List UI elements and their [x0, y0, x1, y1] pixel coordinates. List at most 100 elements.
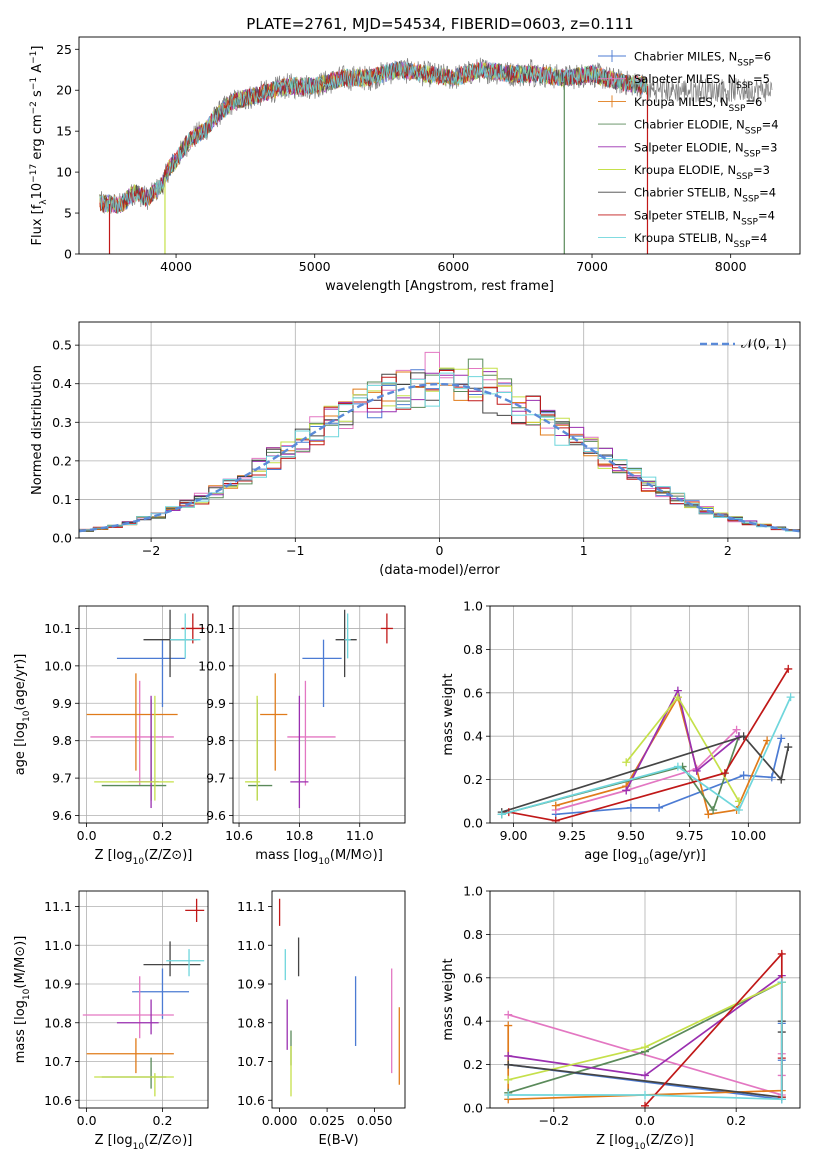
figure-title: PLATE=2761, MJD=54534, FIBERID=0603, z=0… [246, 15, 633, 33]
label-part: SSP [741, 217, 758, 227]
weight-point-kroupa-stelib [777, 1095, 786, 1104]
axes-frame [232, 605, 406, 824]
axes-frame [78, 890, 209, 1109]
label-part: =3 [753, 163, 770, 177]
y-tick-label: 9.9 [52, 696, 72, 711]
label-part: 10 [133, 857, 145, 867]
weight-point-salpeter-stelib [777, 949, 786, 958]
massweight-vs-age-panel: 9.00 9.25 9.50 9.75 10.00 0.0 0.2 0.4 0.6 0.8 1.0 a… [441, 599, 801, 867]
weight-line-salpeter-miles [555, 729, 738, 811]
axes-frame [489, 605, 801, 824]
y-tick-label: 10.1 [198, 621, 226, 636]
histogram-kroupa-stelib [79, 372, 800, 538]
y-tick-label: 0.2 [463, 772, 483, 787]
weight-point-chabrier-miles [626, 803, 635, 812]
label-part: Chabrier STELIB, N [634, 186, 742, 200]
plot-area [278, 898, 400, 1097]
label-part: Chabrier MILES, N [634, 50, 737, 64]
model-spectrum-salpeter-elodie [99, 60, 648, 214]
x-tick-label: 10.6 [225, 828, 253, 843]
y-tick-label: 10.0 [44, 658, 72, 673]
massweight-vs-metallicity-panel: −0.2 0.0 0.2 0.0 0.2 0.4 0.6 0.8 1.0 Z [log10(Z/Z… [441, 884, 801, 1152]
y-tick-label: 25 [56, 42, 72, 57]
y-tick-label: 0 [64, 247, 72, 262]
label-part: (data-model)/error [379, 563, 500, 578]
weight-point-salpeter-elodie [622, 786, 631, 795]
y-tick-label: 10.9 [44, 977, 72, 992]
plot-area [86, 609, 205, 809]
x-tick-label: 10.8 [285, 828, 313, 843]
label-part: mass [ [13, 1020, 28, 1063]
y-axis-label: Normed distribution [30, 365, 45, 495]
y-tick-label: 0.0 [52, 531, 72, 546]
weight-point-chabrier-miles [777, 734, 786, 743]
axes-frame [78, 36, 801, 255]
y-tick-label: 15 [56, 124, 72, 139]
label-part: 10 [634, 1142, 646, 1152]
label-part: 10 [318, 857, 330, 867]
x-tick-label: 0.2 [726, 1113, 746, 1128]
label-part: (M/M⊙)] [13, 936, 28, 989]
weight-line-chabrier-stelib [501, 735, 790, 813]
label-part: (Z/Z⊙)] [646, 1133, 694, 1148]
y-tick-label: 10.9 [237, 977, 265, 992]
weight-line-chabrier-miles [555, 738, 783, 816]
label-part: mass weight [441, 958, 456, 1040]
y-tick-label: 0.5 [52, 338, 72, 353]
label-part: (age/yr)] [649, 848, 706, 863]
weight-point-kroupa-stelib [777, 978, 786, 987]
weight-point-salpeter-stelib [551, 816, 560, 823]
weight-point-salpeter-miles [504, 1010, 513, 1019]
y-tick-label: 0.4 [463, 1014, 483, 1029]
y-axis-label: mass [log10(M/M⊙)] [13, 936, 32, 1064]
x-tick-label: 2 [724, 543, 732, 558]
weight-point-kroupa-miles [504, 1021, 513, 1030]
label-part: (Z/Z⊙)] [144, 1133, 192, 1148]
x-tick-label: 0.0 [635, 1113, 655, 1128]
normal-distribution-curve [79, 382, 800, 533]
label-part: SSP [744, 149, 761, 159]
label-part: log [618, 848, 638, 863]
label-part: SSP [734, 240, 751, 250]
y-tick-label: 9.8 [206, 733, 226, 748]
x-tick-label: 0.0 [77, 1113, 97, 1128]
legend-label: Salpeter ELODIE, NSSP=3 [634, 140, 777, 159]
legend-label: Chabrier MILES, NSSP=6 [634, 50, 771, 69]
label-part: mass [ [255, 848, 298, 863]
y-tick-label: 0.3 [52, 415, 72, 430]
y-tick-label: 10.8 [44, 1015, 72, 1030]
label-part: mass weight [441, 673, 456, 755]
y-axis-label: Flux [fλ10−17 erg cm−2 s−1 A−1] [29, 46, 49, 246]
x-tick-label: 9.50 [617, 828, 645, 843]
weight-point-kroupa-elodie [734, 797, 743, 806]
weight-point-chabrier-stelib [784, 743, 793, 752]
legend-label: Kroupa STELIB, NSSP=4 [634, 231, 767, 250]
legend-label: Kroupa ELODIE, NSSP=3 [634, 163, 770, 182]
weight-point-salpeter-stelib [784, 664, 793, 673]
x-tick-label: 8000 [715, 259, 747, 274]
plot-area [99, 57, 773, 254]
label-part: Salpeter STELIB, N [634, 208, 741, 222]
label-part: log [299, 848, 319, 863]
y-tick-label: 0.6 [463, 685, 483, 700]
age-vs-metallicity-panel: 0.0 0.29.69.79.89.910.010.1Z [log10(Z/Z⊙)… [13, 605, 209, 867]
label-part: SSP [737, 59, 754, 69]
weight-point-chabrier-miles [655, 803, 664, 812]
weight-point-kroupa-elodie [504, 1075, 513, 1084]
label-part: Z [ [596, 1133, 614, 1148]
y-tick-label: 11.0 [237, 938, 265, 953]
y-tick-label: 11.0 [44, 938, 72, 953]
x-tick-label: 7000 [576, 259, 608, 274]
weight-point-kroupa-stelib [786, 693, 795, 702]
weight-point-salpeter-miles [732, 725, 741, 734]
label-part: Chabrier ELODIE, N [634, 118, 745, 132]
x-tick-label: 9.25 [558, 828, 586, 843]
label-part: log [113, 1133, 133, 1148]
label-part: Normed distribution [30, 365, 45, 495]
label-part: =4 [750, 231, 767, 245]
y-tick-label: 1.0 [463, 884, 483, 899]
weight-point-kroupa-miles [704, 810, 713, 819]
legend-label: Salpeter STELIB, NSSP=4 [634, 208, 775, 227]
y-tick-label: 0.2 [52, 453, 72, 468]
